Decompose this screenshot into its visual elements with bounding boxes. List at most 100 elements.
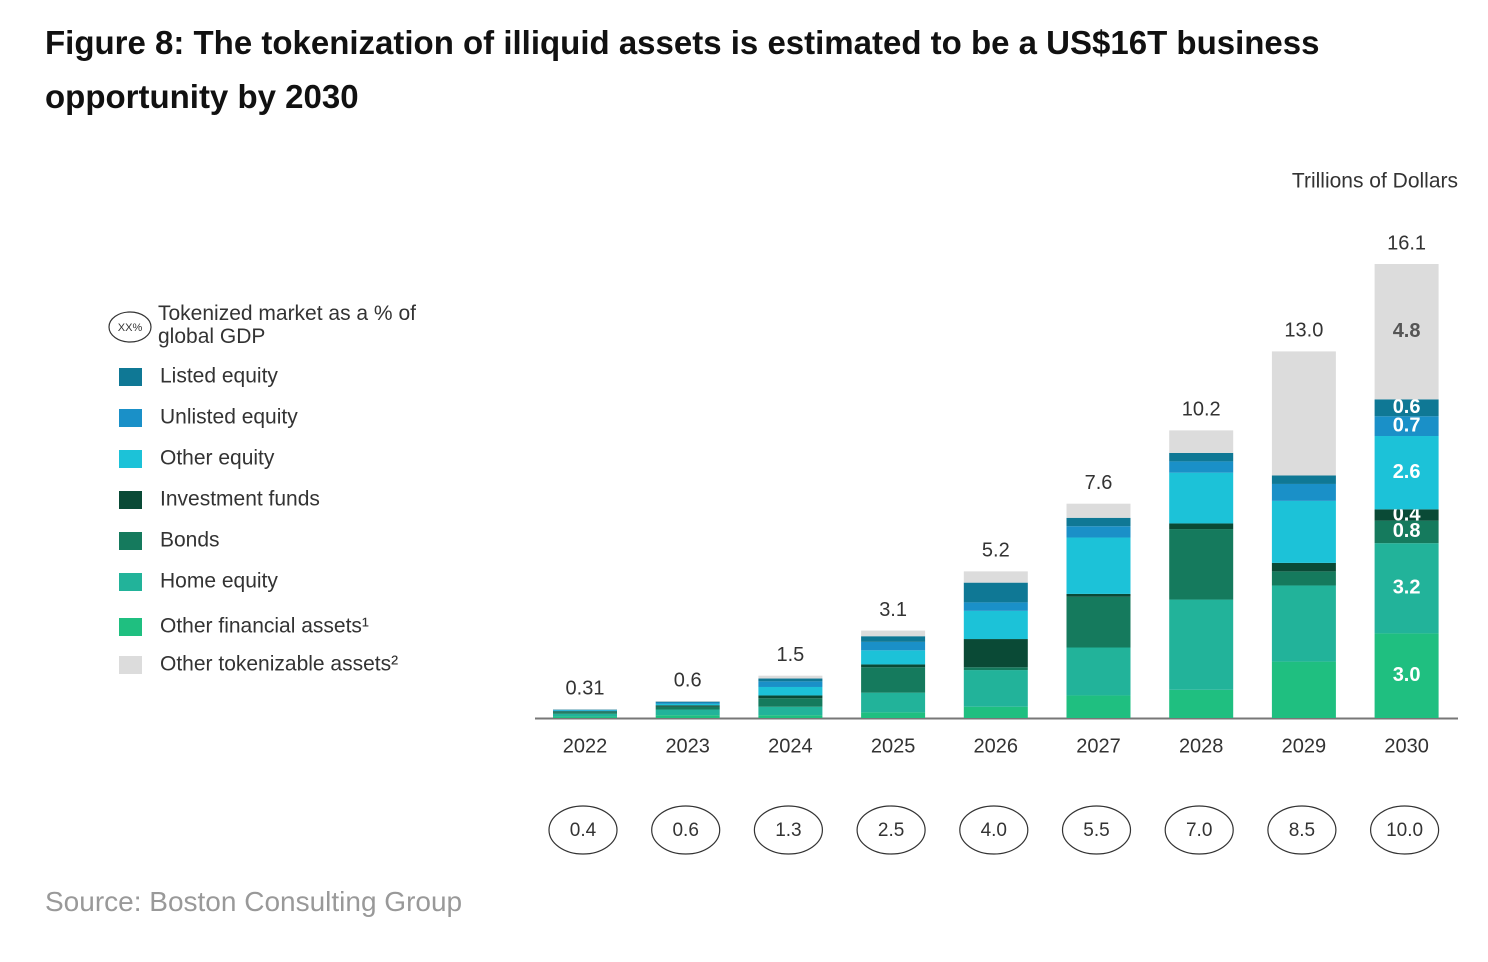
gdp-share-label: 1.3 (775, 820, 801, 841)
bar-segment (963, 571, 1028, 583)
bar-segment (1271, 500, 1336, 563)
bar-segment (758, 715, 823, 718)
bar-segment (655, 715, 720, 718)
bar-segment (1271, 483, 1336, 501)
total-label: 0.31 (566, 678, 605, 700)
bar-segment (1169, 461, 1234, 473)
x-tick-label: 2023 (665, 735, 710, 757)
bar-segment (1169, 599, 1234, 690)
gdp-share-label: 0.6 (672, 820, 698, 841)
bar-segment (1066, 596, 1131, 648)
bar-segment (1169, 689, 1234, 718)
bar-segment (1169, 452, 1234, 462)
legend-swatch (119, 409, 142, 427)
gdp-share-label: 10.0 (1386, 820, 1423, 841)
bar-segment (655, 706, 720, 710)
x-tick-label: 2028 (1179, 735, 1224, 757)
total-label: 13.0 (1284, 320, 1323, 342)
source: Source: Boston Consulting Group (45, 886, 463, 917)
segment-label: 0.7 (1393, 414, 1421, 436)
bar-segment (861, 664, 926, 668)
legend-swatch (119, 532, 142, 550)
bar-segment (1374, 264, 1439, 400)
gdp-share-label: 0.4 (570, 820, 597, 841)
legend-label: Listed equity (160, 365, 278, 388)
gdp-legend-symbol: XX% (118, 322, 143, 334)
bar-segment (1066, 647, 1131, 696)
bar-segment (553, 711, 617, 713)
legend-label: Unlisted equity (160, 406, 298, 429)
gdp-share-label: 8.5 (1289, 820, 1315, 841)
bar-segment (655, 701, 720, 702)
bar-segment (1271, 661, 1336, 718)
bar-segment (1271, 571, 1336, 586)
bar-segment (1271, 562, 1336, 572)
bar-segment (963, 610, 1028, 640)
x-tick-label: 2029 (1282, 735, 1327, 757)
bar-segment (963, 670, 1028, 707)
bar-segment (1374, 416, 1439, 437)
legend-swatch (119, 573, 142, 591)
gdp-share-label: 7.0 (1186, 820, 1212, 841)
gdp-bubble (856, 805, 926, 855)
gdp-bubble (651, 805, 721, 855)
bar-segment (1374, 543, 1439, 634)
legend-label: Home equity (160, 570, 278, 593)
total-label: 0.6 (674, 669, 702, 691)
gdp-bubble (1267, 805, 1337, 855)
bar-segment (553, 712, 617, 714)
bar-segment (655, 703, 720, 706)
segment-label: 0.6 (1393, 396, 1421, 418)
bar-segment (861, 630, 926, 637)
bar-segment (1169, 529, 1234, 600)
bar-segment (963, 582, 1028, 603)
bar-segment (1374, 520, 1439, 544)
bar-segment (1271, 475, 1336, 484)
legend-swatch (119, 450, 142, 468)
bar-segment (758, 686, 823, 696)
chart-title: Figure 8: The tokenization of illiquid a… (45, 24, 1320, 115)
bar-segment (758, 678, 823, 682)
x-tick-label: 2025 (871, 735, 916, 757)
legend-swatch (119, 491, 142, 509)
gdp-bubble (1164, 805, 1234, 855)
bar-segment (553, 716, 617, 718)
legend-swatch (119, 618, 142, 636)
bar-segment (1374, 509, 1439, 521)
total-label: 7.6 (1085, 472, 1113, 494)
total-label: 16.1 (1387, 232, 1426, 254)
bar-segment (655, 709, 720, 716)
bar-segment (1066, 593, 1131, 597)
bar-segment (1066, 517, 1131, 527)
bar-segment (861, 641, 926, 651)
bar-segment (861, 636, 926, 642)
gdp-legend-box: Tokenized market as a % of global GDP (158, 302, 416, 348)
bar-segment (1066, 503, 1131, 518)
gdp-bubble (1369, 805, 1440, 855)
x-tick-label: 2027 (1076, 735, 1121, 757)
bar-segment (861, 692, 926, 713)
bar-segment (655, 702, 720, 704)
bar-segment (758, 681, 823, 687)
total-label: 3.1 (879, 599, 907, 621)
segment-label: 4.8 (1393, 320, 1421, 342)
bar-segment (963, 602, 1028, 611)
legend-swatch (119, 656, 142, 674)
gdp-legend-label: Tokenized market as a % of global GDP (158, 302, 416, 348)
gdp-legend-icon (108, 311, 152, 343)
bar-segment (758, 706, 823, 716)
bar-segment (1066, 695, 1131, 718)
gdp-bubble (959, 805, 1029, 855)
gdp-bubble (753, 805, 824, 855)
segment-label: 3.0 (1393, 664, 1421, 686)
bar-segment (553, 709, 617, 711)
bar-segment (758, 675, 823, 679)
total-label: 1.5 (776, 644, 804, 666)
legend-label: Bonds (160, 529, 220, 552)
segment-label: 2.6 (1393, 461, 1421, 483)
bar-segment (861, 712, 926, 718)
legend-label: Other tokenizable assets² (160, 653, 398, 676)
bar-segment (655, 701, 720, 703)
bar-segment (758, 695, 823, 699)
x-tick-label: 2026 (974, 735, 1019, 757)
